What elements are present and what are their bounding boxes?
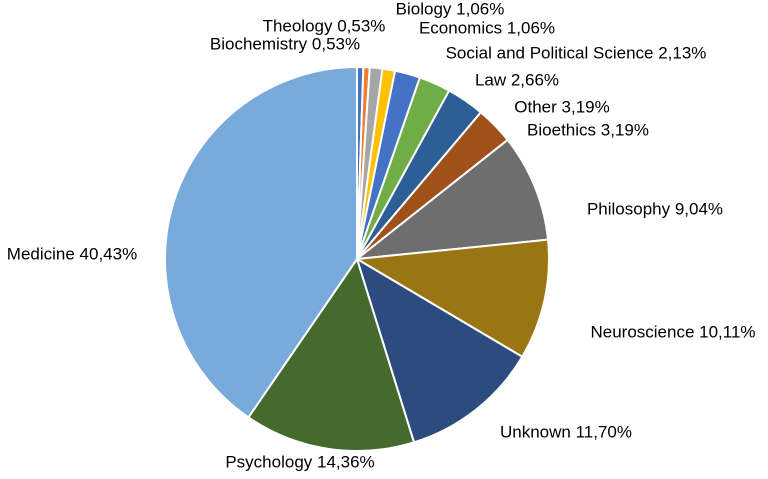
slice-label-other: Other 3,19%: [514, 97, 610, 117]
pie-slice-neuroscience: [356, 238, 550, 358]
pie-slice-psychology: [247, 258, 415, 452]
slice-label-social-and-political-science: Social and Political Science 2,13%: [445, 43, 707, 63]
slice-label-theology: Theology 0,53%: [262, 16, 386, 36]
slice-label-biology: Biology 1,06%: [395, 0, 505, 19]
slice-label-philosophy: Philosophy 9,04%: [586, 199, 724, 219]
pie-slice-unknown: [356, 258, 524, 444]
slice-label-biochemistry: Biochemistry 0,53%: [209, 34, 361, 54]
slice-label-law: Law 2,66%: [474, 70, 560, 90]
slice-label-bioethics: Bioethics 3,19%: [527, 120, 649, 140]
slice-label-neuroscience: Neuroscience 10,11%: [590, 322, 756, 342]
pie-slice-philosophy: [356, 138, 550, 260]
slice-label-medicine: Medicine 40,43%: [6, 244, 138, 264]
pie-slice-medicine: [164, 66, 358, 419]
slice-label-psychology: Psychology 14,36%: [225, 452, 375, 472]
slice-label-economics: Economics 1,06%: [418, 18, 556, 38]
slice-label-unknown: Unknown 11,70%: [500, 422, 632, 442]
